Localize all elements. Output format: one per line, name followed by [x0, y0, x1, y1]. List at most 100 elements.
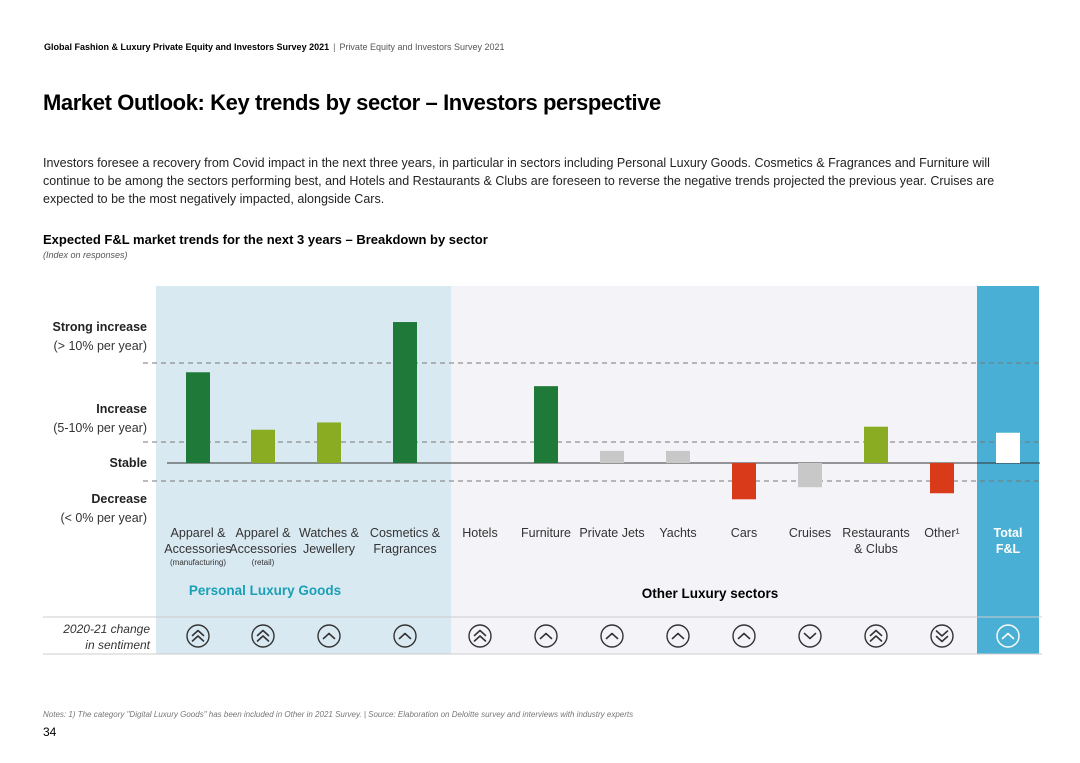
chevron — [539, 632, 553, 640]
category-label: Watches & — [299, 526, 360, 540]
sentiment-up-icon — [600, 624, 624, 648]
category-label: Other¹ — [924, 526, 959, 540]
icon-ring — [600, 624, 624, 648]
bar — [732, 463, 756, 500]
icon-ring — [666, 624, 690, 648]
bar — [930, 463, 954, 494]
category-label: Cars — [731, 526, 757, 540]
sentiment-up-icon — [666, 624, 690, 648]
category-label: Accessories — [229, 542, 296, 556]
bar — [317, 422, 341, 463]
sentiment-double-up-icon — [186, 624, 210, 648]
category-label: Total — [994, 526, 1023, 540]
y-level-label: Increase — [96, 402, 147, 416]
sentiment-up-icon — [393, 624, 417, 648]
chevron — [803, 632, 817, 640]
chevron — [737, 632, 751, 640]
sentiment-double-up-icon — [468, 624, 492, 648]
page-number: 34 — [43, 725, 57, 739]
sentiment-up-icon — [732, 624, 756, 648]
sentiment-row-label: in sentiment — [85, 638, 150, 652]
chart-subtitle: (Index on responses) — [43, 250, 128, 260]
icon-ring — [996, 624, 1020, 648]
sentiment-up-icon — [996, 624, 1020, 648]
group-label-plg: Personal Luxury Goods — [189, 583, 341, 598]
chevron — [869, 635, 883, 642]
y-level-range: (< 0% per year) — [61, 511, 148, 525]
chart-title: Expected F&L market trends for the next … — [43, 232, 488, 247]
category-label: Jewellery — [303, 542, 356, 556]
sentiment-up-icon — [317, 624, 341, 648]
icon-ring — [186, 624, 210, 648]
group-label-other: Other Luxury sectors — [642, 586, 779, 601]
icon-ring — [393, 624, 417, 648]
y-level-label: Stable — [109, 456, 147, 470]
category-label: Cruises — [789, 526, 831, 540]
chevron — [398, 632, 412, 640]
bar — [600, 450, 624, 463]
chevron — [869, 629, 883, 637]
bar — [798, 463, 822, 488]
sentiment-double-down-icon — [930, 624, 954, 648]
category-label: & Clubs — [854, 542, 898, 556]
bar — [996, 432, 1020, 463]
chevron — [191, 635, 205, 642]
icon-ring — [468, 624, 492, 648]
chevron — [1001, 632, 1015, 640]
category-label: Fragrances — [373, 542, 436, 556]
category-label: Hotels — [462, 526, 497, 540]
bar — [251, 429, 275, 463]
category-label: Restaurants — [842, 526, 909, 540]
category-label: Apparel & — [236, 526, 292, 540]
icon-ring — [317, 624, 341, 648]
chevron — [605, 632, 619, 640]
category-label: Yachts — [659, 526, 696, 540]
icon-ring — [732, 624, 756, 648]
y-level-range: (> 10% per year) — [54, 339, 147, 353]
category-label: Private Jets — [579, 526, 644, 540]
intro-paragraph: Investors foresee a recovery from Covid … — [43, 156, 995, 206]
chevron — [935, 635, 949, 643]
chevron — [322, 632, 336, 640]
chevron — [256, 635, 270, 642]
report-section: Private Equity and Investors Survey 2021 — [339, 42, 505, 52]
chevron — [935, 630, 949, 637]
sentiment-double-up-icon — [251, 624, 275, 648]
total-panel — [977, 286, 1039, 654]
icon-ring — [798, 624, 822, 648]
icon-ring — [864, 624, 888, 648]
page-title: Market Outlook: Key trends by sector – I… — [43, 90, 661, 115]
sentiment-down-icon — [798, 624, 822, 648]
icon-ring — [930, 624, 954, 648]
category-label: Cosmetics & — [370, 526, 441, 540]
bar — [534, 386, 558, 463]
category-sublabel: (retail) — [252, 558, 275, 567]
bar — [393, 322, 417, 463]
report-title: Global Fashion & Luxury Private Equity a… — [44, 42, 330, 52]
category-label: Accessories — [164, 542, 231, 556]
icon-ring — [534, 624, 558, 648]
bar — [864, 426, 888, 463]
sentiment-up-icon — [534, 624, 558, 648]
footnotes: Notes: 1) The category "Digital Luxury G… — [43, 710, 634, 719]
report-header: Global Fashion & Luxury Private Equity a… — [44, 42, 505, 52]
chevron — [473, 635, 487, 642]
icon-ring — [251, 624, 275, 648]
category-label: Furniture — [521, 526, 571, 540]
category-sublabel: (manufacturing) — [170, 558, 226, 567]
category-label: F&L — [996, 542, 1021, 556]
chevron — [191, 629, 205, 637]
bar — [186, 372, 210, 463]
chevron — [473, 629, 487, 637]
chevron — [671, 632, 685, 640]
header-separator: | — [333, 42, 336, 52]
sentiment-row-label: 2020-21 change — [62, 622, 150, 636]
category-label: Apparel & — [171, 526, 227, 540]
y-level-label: Strong increase — [53, 320, 148, 334]
other-panel — [451, 286, 977, 654]
y-level-label: Decrease — [91, 492, 147, 506]
sentiment-double-up-icon — [864, 624, 888, 648]
y-level-range: (5-10% per year) — [53, 421, 147, 435]
bar — [666, 450, 690, 463]
